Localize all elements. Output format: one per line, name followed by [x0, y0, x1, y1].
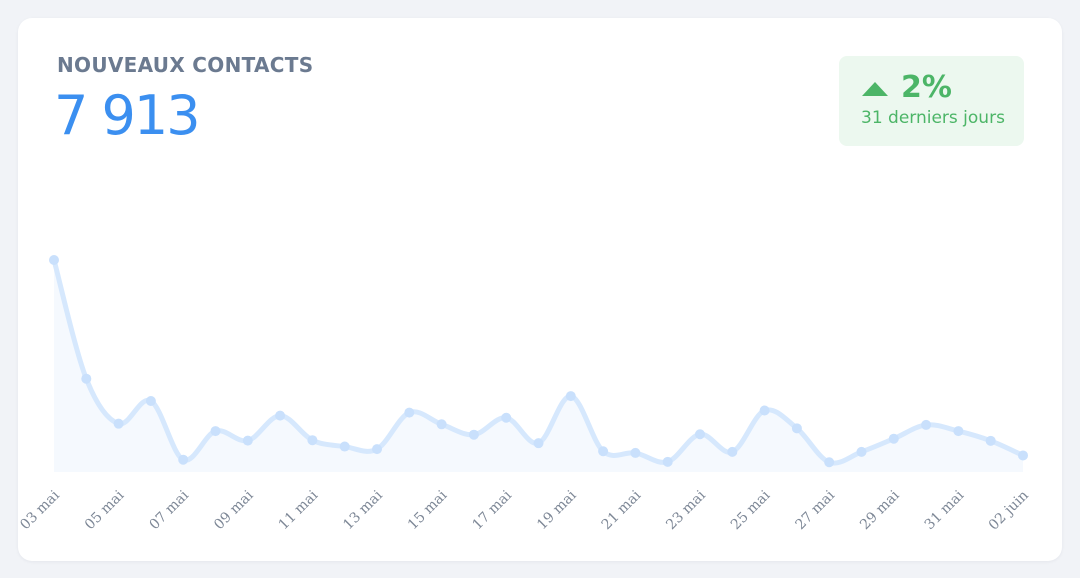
data-point-10-mai[interactable] — [275, 410, 286, 421]
data-point-19-mai[interactable] — [565, 391, 576, 402]
data-point-17-mai[interactable] — [501, 412, 512, 423]
data-point-25-mai[interactable] — [759, 405, 770, 416]
x-tick-label: 17 mai — [470, 487, 516, 533]
data-point-11-mai[interactable] — [307, 435, 318, 446]
x-tick-label: 03 mai — [17, 487, 63, 533]
x-tick-label: 25 mai — [728, 487, 774, 533]
arrow-up-icon — [862, 82, 888, 96]
data-point-07-mai[interactable] — [178, 454, 189, 465]
data-point-23-mai[interactable] — [695, 429, 705, 440]
x-tick-label: 02 juin — [986, 488, 1032, 534]
data-point-30-mai[interactable] — [921, 419, 932, 430]
x-tick-label: 13 mai — [340, 487, 386, 533]
x-tick-label: 05 mai — [82, 487, 128, 533]
x-tick-label: 11 mai — [276, 487, 322, 533]
data-point-14-mai[interactable] — [404, 407, 415, 418]
data-point-26-mai[interactable] — [791, 423, 802, 434]
data-point-27-mai[interactable] — [824, 457, 835, 468]
data-point-03-mai[interactable] — [49, 255, 59, 265]
data-point-13-mai[interactable] — [372, 444, 382, 455]
chart-series-line — [51, 257, 1026, 466]
data-point-08-mai[interactable] — [210, 426, 221, 437]
x-tick-label: 29 mai — [857, 487, 903, 533]
data-point-24-mai[interactable] — [727, 446, 738, 457]
data-point-12-mai[interactable] — [339, 441, 350, 452]
widget-title: NOUVEAUX CONTACTS — [57, 53, 314, 77]
x-tick-label: 23 mai — [663, 487, 709, 533]
x-tick-label: 19 mai — [534, 487, 580, 533]
x-tick-label: 31 mai — [922, 487, 968, 533]
data-point-31-mai[interactable] — [953, 426, 964, 437]
chart-area-fill — [54, 260, 1023, 472]
data-point-28-mai[interactable] — [856, 446, 867, 457]
data-point-06-mai[interactable] — [145, 395, 156, 406]
trend-period: 31 derniers jours — [861, 108, 1005, 128]
data-point-15-mai[interactable] — [436, 419, 447, 430]
x-tick-label: 21 mai — [599, 487, 645, 533]
data-point-16-mai[interactable] — [468, 429, 479, 440]
data-point-01-juin[interactable] — [985, 435, 996, 446]
total-contacts-value: 7 913 — [54, 84, 201, 147]
data-point-22-mai[interactable] — [662, 456, 673, 467]
data-point-18-mai[interactable] — [533, 438, 544, 449]
x-tick-label: 27 mai — [793, 487, 839, 533]
trend-badge — [839, 56, 1024, 146]
data-point-02-juin[interactable] — [1018, 450, 1028, 461]
x-tick-label: 15 mai — [405, 487, 451, 533]
x-tick-label: 07 mai — [147, 487, 193, 533]
data-point-21-mai[interactable] — [630, 447, 641, 458]
trend-percent: 2% — [901, 70, 952, 105]
data-point-09-mai[interactable] — [242, 435, 253, 446]
data-point-29-mai[interactable] — [888, 433, 899, 444]
x-tick-label: 09 mai — [211, 487, 257, 533]
data-point-04-mai[interactable] — [81, 373, 92, 384]
data-point-20-mai[interactable] — [598, 446, 609, 457]
data-point-05-mai[interactable] — [113, 418, 124, 429]
